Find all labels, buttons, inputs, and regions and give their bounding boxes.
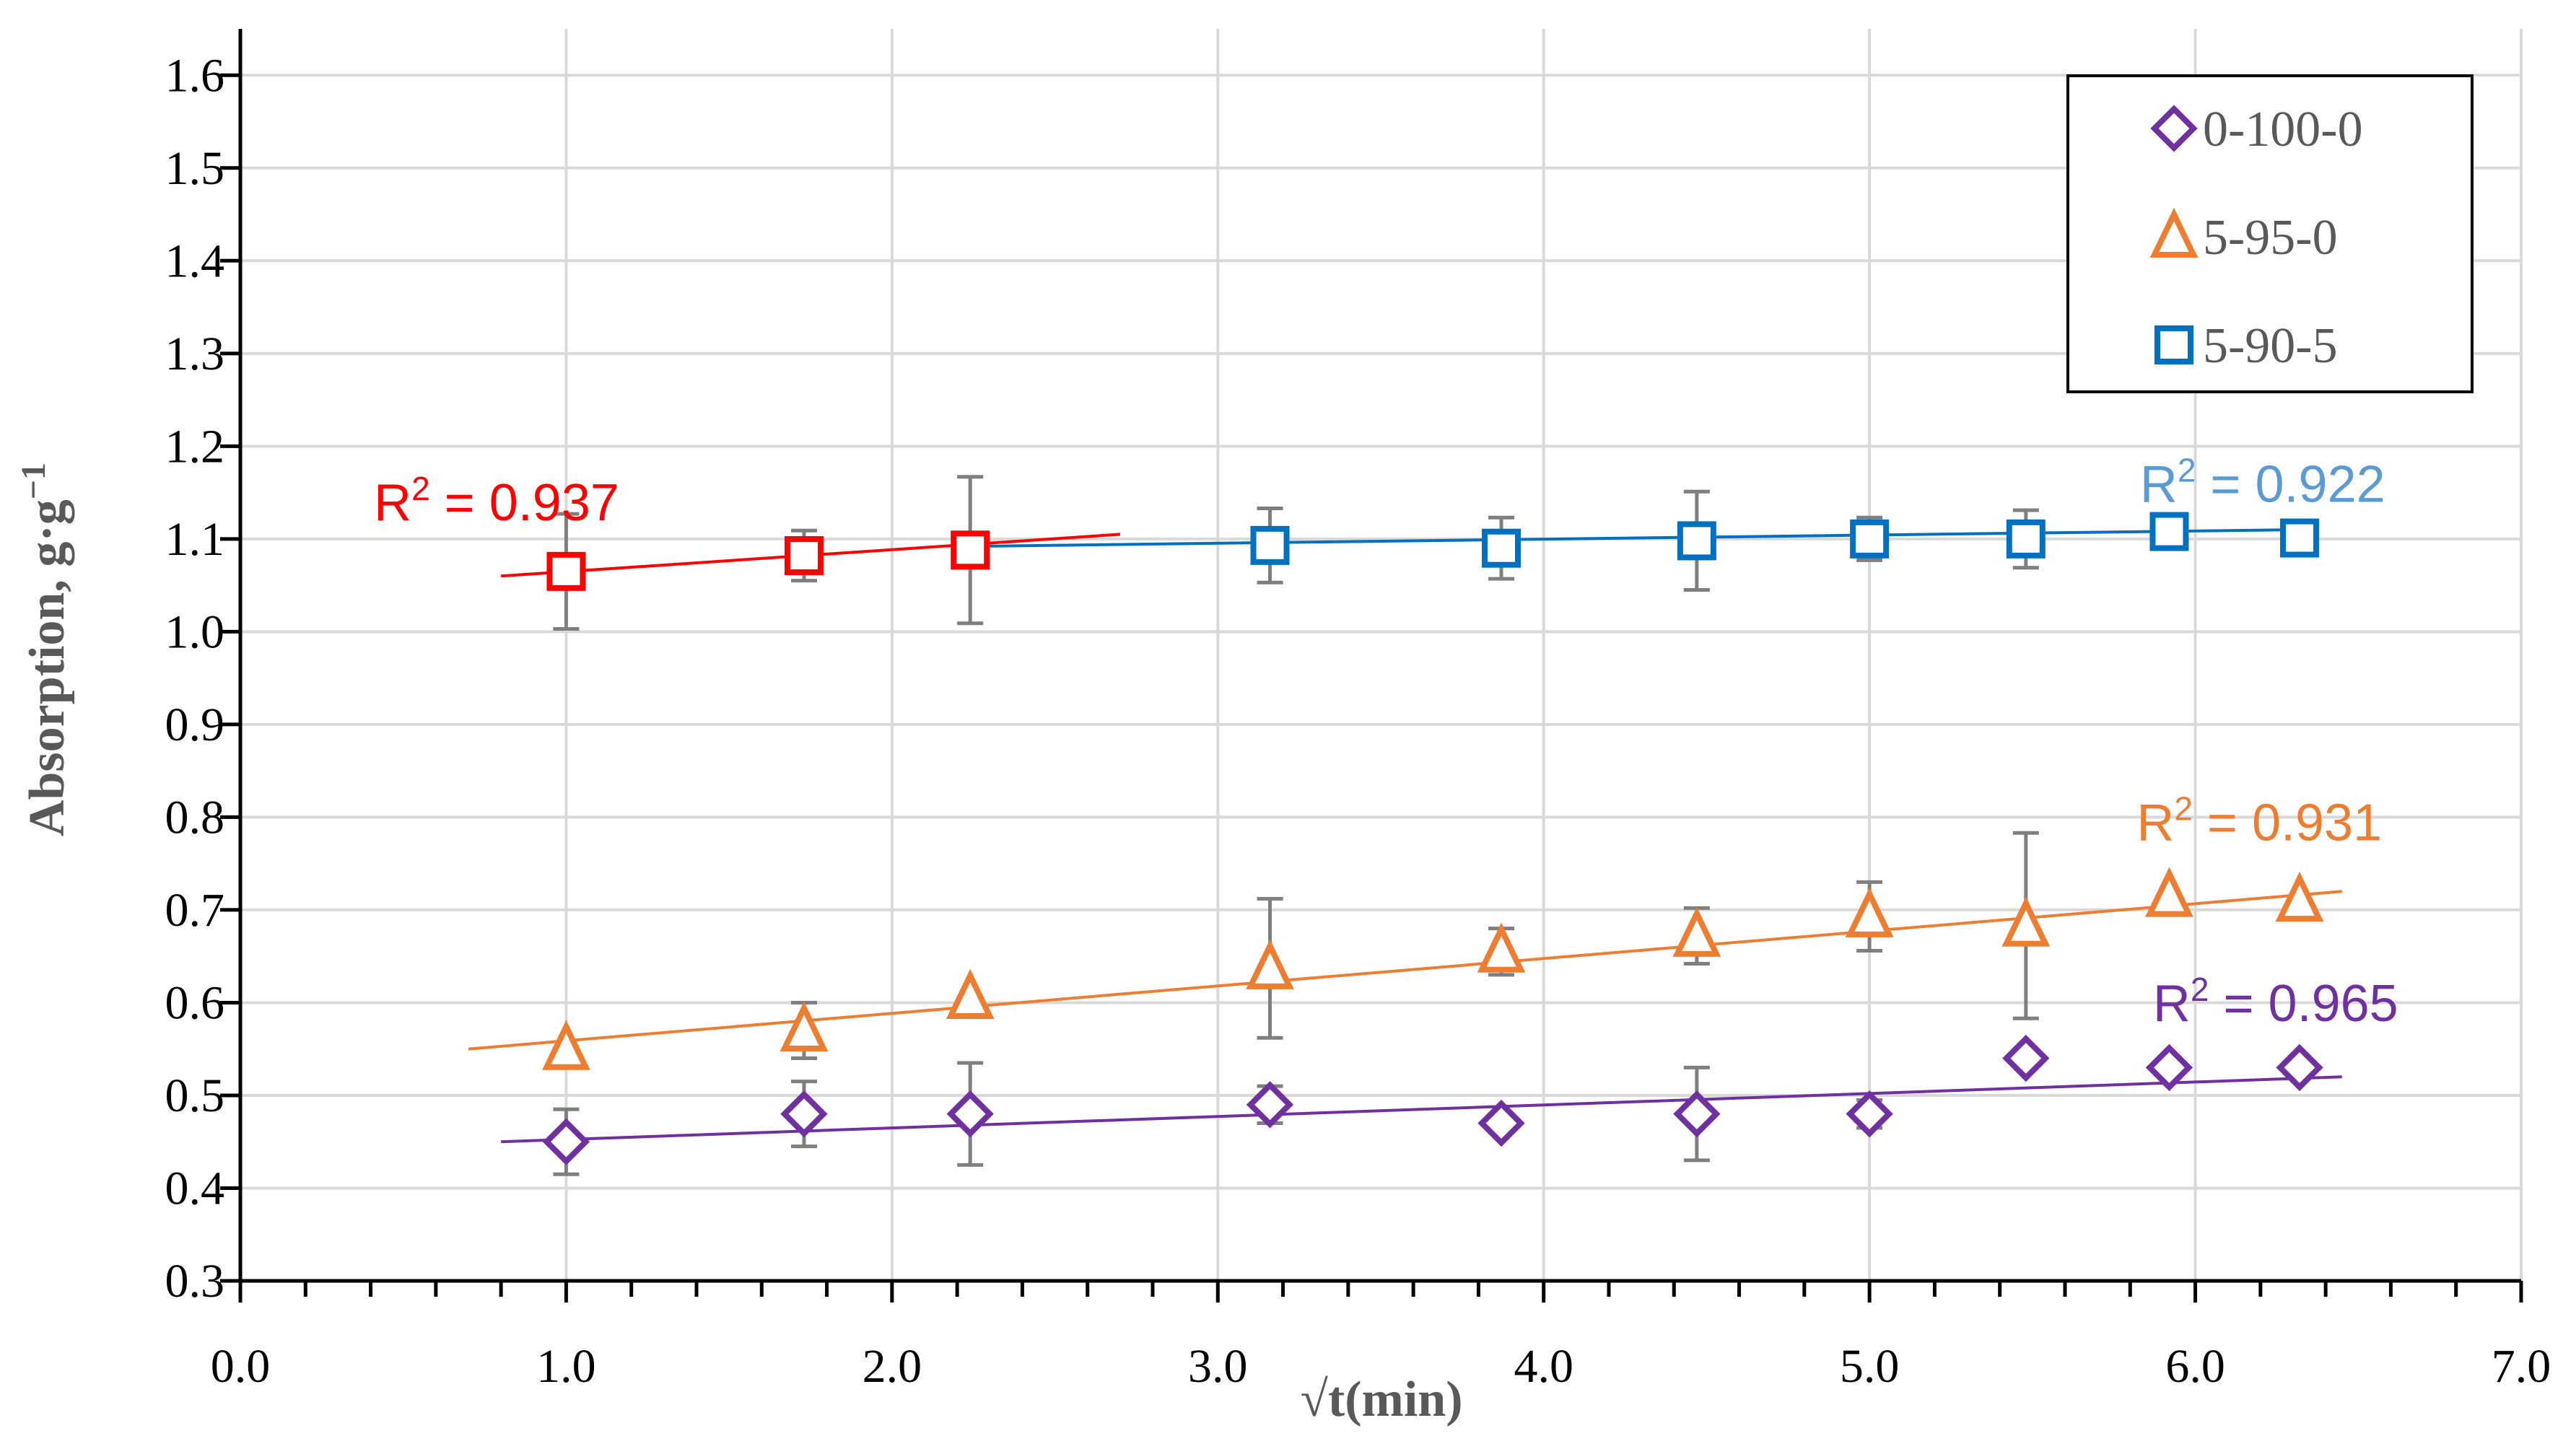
point-0-100-0 xyxy=(2145,1043,2193,1092)
r2-label-value: = 0.922 xyxy=(2196,455,2385,513)
legend-box xyxy=(2066,74,2474,393)
r2-label: R2 = 0.922 xyxy=(2140,451,2385,513)
legend-marker-5-90-5 xyxy=(2154,325,2193,364)
point-0-100-0 xyxy=(1673,1090,1721,1138)
point-0-100-0 xyxy=(946,1090,994,1138)
point-5-90-5 xyxy=(951,530,990,570)
trendline-5-90-5 xyxy=(970,528,2300,548)
point-5-95-0 xyxy=(1477,922,1526,973)
r2-label-value: = 0.937 xyxy=(430,474,619,532)
r2-label-exponent: 2 xyxy=(2191,971,2209,1008)
x-tick-label: 2.0 xyxy=(863,1340,922,1393)
x-tick-label: 7.0 xyxy=(2492,1340,2551,1393)
point-0-100-0 xyxy=(780,1090,828,1138)
legend: 0-100-0 5-95-0 5-90-5 xyxy=(2066,74,2474,393)
y-tick-label: 0.5 xyxy=(165,1069,225,1122)
point-5-95-0 xyxy=(542,1020,590,1070)
point-5-90-5 xyxy=(2280,518,2320,558)
y-tick-label: 1.5 xyxy=(165,142,225,195)
point-5-90-5 xyxy=(2149,512,2189,551)
point-0-100-0 xyxy=(1246,1081,1294,1129)
point-0-100-0 xyxy=(542,1118,590,1165)
point-5-95-0 xyxy=(946,968,995,1020)
point-5-95-0 xyxy=(780,1001,829,1051)
point-5-90-5 xyxy=(2006,519,2045,559)
y-axis-title-main: Absorption, g·g xyxy=(19,499,75,836)
y-tick-label: 0.4 xyxy=(165,1162,225,1214)
r2-label-r: R xyxy=(2140,455,2178,513)
point-0-100-0 xyxy=(1846,1090,1893,1138)
y-tick-label: 0.3 xyxy=(165,1255,225,1308)
y-tick-label: 1.2 xyxy=(165,420,225,473)
point-5-90-5 xyxy=(1250,525,1290,565)
axes xyxy=(220,29,2523,1303)
r2-label-r: R xyxy=(2136,794,2174,852)
y-axis-title: Absorption, g·g−1 xyxy=(14,463,75,836)
point-5-90-5 xyxy=(1482,528,1521,568)
point-5-95-0 xyxy=(1246,939,1294,989)
point-5-95-0 xyxy=(1672,906,1721,957)
point-5-90-5 xyxy=(784,535,824,575)
r2-label-r: R xyxy=(2153,975,2191,1033)
r2-label: R2 = 0.931 xyxy=(2136,790,2382,852)
y-tick-label: 0.8 xyxy=(165,791,225,844)
x-tick-label: 0.0 xyxy=(211,1340,271,1393)
point-0-100-0 xyxy=(1477,1099,1525,1147)
x-tick-label: 3.0 xyxy=(1188,1340,1248,1393)
r2-label: R2 = 0.937 xyxy=(374,470,619,532)
r2-label-value: = 0.965 xyxy=(2209,975,2398,1033)
point-5-95-0 xyxy=(2001,896,2051,947)
y-tick-label: 1.3 xyxy=(165,328,225,380)
legend-marker-5-95-0 xyxy=(2149,207,2199,258)
point-5-90-5 xyxy=(1677,521,1716,561)
r2-label-r: R xyxy=(374,474,411,532)
x-tick-label: 1.0 xyxy=(536,1340,596,1393)
y-tick-label: 1.4 xyxy=(165,235,225,287)
r2-label-value: = 0.931 xyxy=(2193,794,2382,852)
legend-label-5-90-5: 5-90-5 xyxy=(2203,318,2338,374)
tick-labels: 0.3 0.4 0.5 0.6 0.7 0.8 0.9 1.0 1.1 1.2 1.3 1.4 1.5 1… xyxy=(165,49,2551,1393)
point-5-90-5 xyxy=(546,551,586,591)
data-markers xyxy=(542,512,2324,1165)
legend-label-0-100-0: 0-100-0 xyxy=(2203,102,2363,157)
legend-label-5-95-0: 5-95-0 xyxy=(2203,210,2338,266)
x-tick-label: 6.0 xyxy=(2165,1340,2225,1393)
x-tick-label: 5.0 xyxy=(1840,1340,1900,1393)
legend-marker-0-100-0 xyxy=(2150,105,2198,152)
r2-label-exponent: 2 xyxy=(2178,451,2196,489)
y-tick-label: 0.7 xyxy=(165,884,225,937)
y-tick-label: 0.9 xyxy=(165,699,225,751)
r2-label-exponent: 2 xyxy=(411,470,430,507)
y-tick-label: 1.6 xyxy=(165,49,225,102)
r2-label: R2 = 0.965 xyxy=(2153,971,2398,1033)
y-tick-label: 0.6 xyxy=(165,976,225,1029)
y-axis-title-superscript: −1 xyxy=(14,463,53,499)
point-5-95-0 xyxy=(2145,867,2193,917)
x-axis-title: √t(min) xyxy=(1300,1372,1462,1427)
y-tick-label: 1.1 xyxy=(165,513,225,566)
x-tick-label: 4.0 xyxy=(1514,1340,1573,1393)
point-0-100-0 xyxy=(2276,1043,2323,1092)
r2-label-exponent: 2 xyxy=(2174,790,2193,828)
point-5-95-0 xyxy=(2275,871,2324,922)
point-5-90-5 xyxy=(1850,519,1890,559)
point-5-95-0 xyxy=(1845,887,1894,937)
point-0-100-0 xyxy=(2002,1034,2050,1082)
legend-items: 0-100-0 5-95-0 5-90-5 xyxy=(2149,102,2363,374)
y-tick-label: 1.0 xyxy=(165,605,225,658)
